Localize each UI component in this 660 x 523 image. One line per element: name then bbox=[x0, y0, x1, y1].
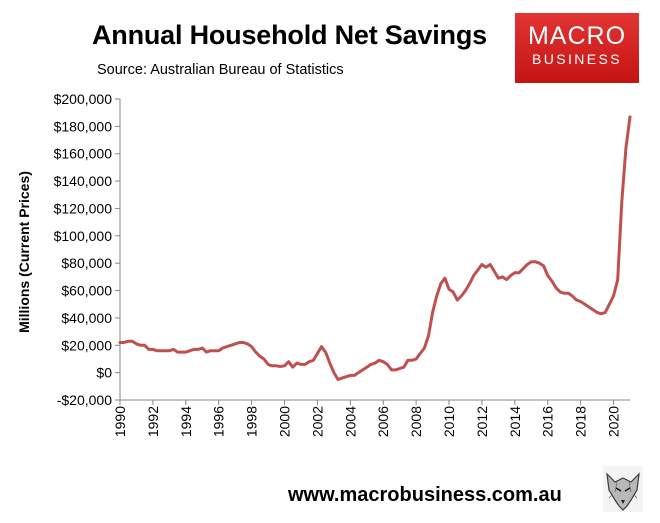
x-tick-label: 2014 bbox=[507, 406, 523, 437]
y-tick-label: $120,000 bbox=[54, 200, 113, 216]
x-tick-label: 2006 bbox=[375, 406, 391, 437]
y-axis-tick-labels: $200,000 $180,000 $160,000 $140,000 $120,000… bbox=[54, 91, 113, 408]
series-line-0 bbox=[118, 115, 632, 381]
x-tick-label: 2016 bbox=[540, 406, 556, 437]
macrobusiness-logo[interactable]: MACRO BUSINESS bbox=[515, 13, 639, 83]
x-tick-label: 1992 bbox=[145, 406, 161, 437]
x-tick-label: 2020 bbox=[606, 406, 622, 437]
y-tick-label: $40,000 bbox=[61, 310, 112, 326]
y-tick-label: $140,000 bbox=[54, 173, 113, 189]
x-tick-label: 2012 bbox=[474, 406, 490, 437]
y-tick-label: $80,000 bbox=[61, 255, 112, 271]
x-tick-label: 2018 bbox=[573, 406, 589, 437]
footer-url[interactable]: www.macrobusiness.com.au bbox=[288, 484, 562, 506]
axis-ticks bbox=[115, 98, 615, 405]
x-tick-label: 1996 bbox=[211, 406, 227, 437]
y-tick-label: $160,000 bbox=[54, 146, 113, 162]
x-tick-label: 1990 bbox=[112, 406, 128, 437]
x-tick-label: 2000 bbox=[277, 406, 293, 437]
x-tick-label: 2010 bbox=[441, 406, 457, 437]
chart-title: Annual Household Net Savings bbox=[92, 20, 487, 50]
x-tick-label: 1994 bbox=[178, 406, 194, 437]
y-axis-title-group: Millions (Current Prices) bbox=[16, 171, 32, 333]
y-tick-label: -$20,000 bbox=[57, 392, 112, 408]
y-tick-label: $100,000 bbox=[54, 228, 113, 244]
x-axis-tick-labels: 1990 1992 1994 1996 1998 2000 2002 2004 2006 2008… bbox=[112, 406, 622, 437]
x-tick-label: 2008 bbox=[408, 406, 424, 437]
series-group bbox=[118, 115, 632, 381]
y-axis-title: Millions (Current Prices) bbox=[16, 171, 32, 333]
wolf-icon bbox=[603, 466, 643, 512]
chart-subtitle: Source: Australian Bureau of Statistics bbox=[97, 62, 344, 78]
logo-line-1: MACRO bbox=[527, 22, 627, 50]
y-tick-label: $200,000 bbox=[54, 91, 113, 107]
x-tick-label: 2002 bbox=[309, 406, 325, 437]
logo-line-2: BUSINESS bbox=[532, 51, 622, 67]
y-tick-label: $20,000 bbox=[61, 337, 112, 353]
y-tick-label: $180,000 bbox=[54, 118, 113, 134]
x-tick-label: 2004 bbox=[342, 406, 358, 437]
y-tick-label: $0 bbox=[96, 365, 112, 381]
y-tick-label: $60,000 bbox=[61, 283, 112, 299]
x-tick-label: 1998 bbox=[244, 406, 260, 437]
